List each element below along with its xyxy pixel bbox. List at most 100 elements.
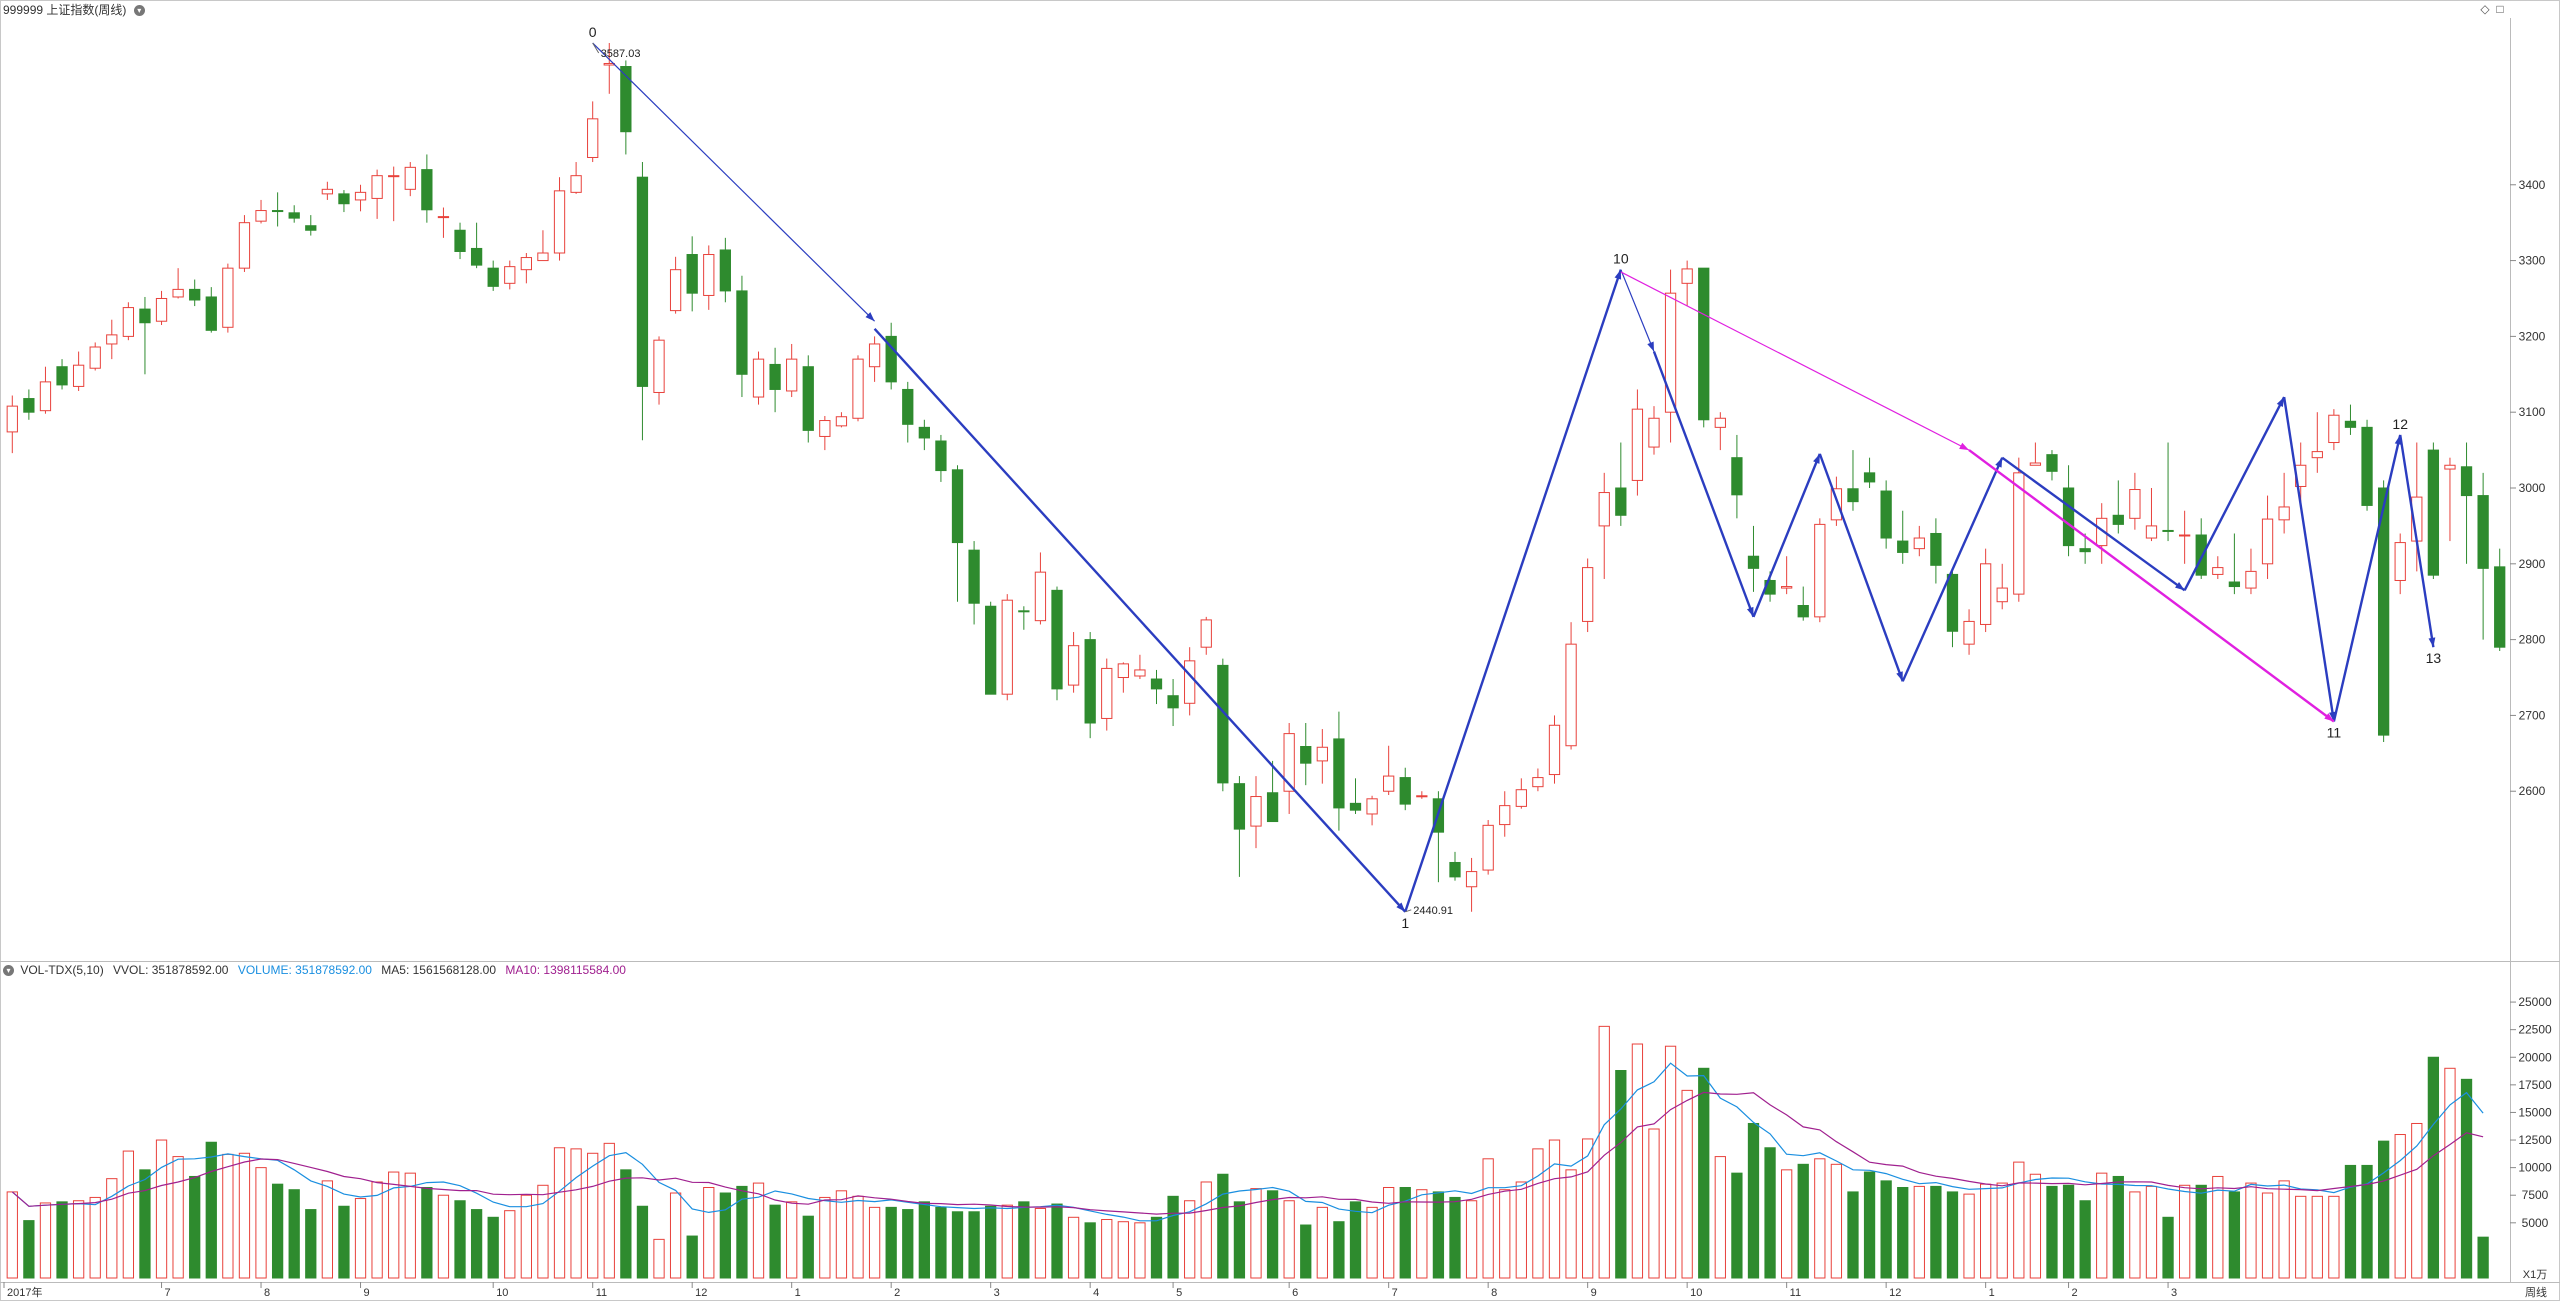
volume-bar <box>1714 1156 1726 1279</box>
volume-bar <box>835 1190 848 1279</box>
candle-body <box>2079 548 2091 553</box>
wave-arrowhead <box>1396 902 1406 912</box>
volume-bar <box>1167 1195 1179 1279</box>
collapse-toggle-icon[interactable]: ▾ <box>133 5 145 17</box>
volume-bar <box>1383 1186 1395 1279</box>
wave-line <box>2282 396 2336 722</box>
candle-body <box>1184 660 1196 704</box>
candle-body <box>1814 523 1826 618</box>
candle-body <box>1698 267 1710 421</box>
candle-body <box>802 366 814 431</box>
candle-body <box>23 398 35 413</box>
candle <box>1449 851 1461 881</box>
candle-body <box>421 169 433 211</box>
candle-body <box>56 366 68 386</box>
candle-body <box>686 254 698 294</box>
candle <box>537 230 549 262</box>
volume-bar <box>1747 1122 1760 1279</box>
candle <box>819 415 831 451</box>
volume-bar <box>2411 1122 2423 1279</box>
candle <box>935 434 947 482</box>
diamond-icon[interactable]: ◇ <box>2480 2 2490 16</box>
volume-bar <box>106 1178 118 1279</box>
candle <box>2062 465 2075 557</box>
volume-bar <box>2145 1185 2158 1279</box>
volume-bar <box>1465 1200 1478 1279</box>
volume-bar <box>122 1150 135 1279</box>
candle <box>1747 525 1760 592</box>
volume-bar <box>1416 1189 1428 1279</box>
volume-bar <box>620 1169 632 1279</box>
candle <box>620 60 632 155</box>
candle-body <box>786 358 798 392</box>
volume-bar <box>1648 1128 1660 1279</box>
candle-body <box>736 290 748 375</box>
candle <box>437 207 450 238</box>
volume-bar <box>935 1206 947 1279</box>
candle <box>1598 472 1610 579</box>
volume-tick-label: 25000 <box>2518 995 2552 1009</box>
volume-bar <box>553 1147 566 1279</box>
candle-body <box>1101 667 1113 719</box>
volume-bar <box>23 1220 35 1279</box>
candle <box>1681 260 1693 307</box>
candle-body <box>338 193 350 205</box>
volume-bar <box>885 1206 897 1279</box>
candle <box>338 190 350 213</box>
volume-bar <box>1615 1070 1627 1279</box>
candle-body <box>1018 610 1030 613</box>
candle-body <box>1615 487 1627 516</box>
candle-body <box>2046 454 2058 472</box>
price-tick-label: 3200 <box>2519 329 2546 343</box>
time-tick-label: 5 <box>1176 1287 1182 1299</box>
volume-bar <box>669 1192 682 1279</box>
volume-bar <box>222 1153 234 1279</box>
candle-body <box>2195 534 2207 576</box>
candle-body <box>1548 724 1561 776</box>
volume-bar <box>2427 1056 2440 1279</box>
candle-body <box>2311 451 2323 459</box>
volume-bar <box>2344 1164 2357 1279</box>
volume-bar <box>703 1186 715 1279</box>
candle <box>1233 776 1246 877</box>
volume-tick-label: 20000 <box>2518 1050 2552 1064</box>
candle <box>222 263 234 333</box>
candle-body <box>1648 417 1660 448</box>
volume-bar <box>354 1198 367 1279</box>
candle <box>1316 729 1328 784</box>
candle-body <box>2477 495 2489 569</box>
collapse-toggle-icon[interactable]: ▾ <box>3 965 14 977</box>
volume-bar <box>1863 1171 1876 1279</box>
candle <box>404 162 416 197</box>
candle-body <box>951 469 964 544</box>
candle-body <box>1880 490 1892 539</box>
volume-bar <box>1913 1185 1925 1279</box>
wave-label: 13 <box>2426 650 2442 666</box>
square-icon[interactable]: □ <box>2496 2 2504 16</box>
candle-body <box>1515 789 1527 807</box>
volume-bar <box>487 1216 499 1279</box>
ma10-line <box>11 1091 2484 1215</box>
volume-bar <box>2245 1182 2257 1279</box>
candle-body <box>2013 472 2025 595</box>
volume-bar <box>1781 1169 1793 1279</box>
candle <box>1034 552 1047 625</box>
candle-body <box>1963 620 1975 645</box>
candle <box>1399 767 1411 811</box>
candle-body <box>321 188 334 195</box>
volume-bar <box>1996 1182 2008 1279</box>
candle-body <box>2062 487 2075 547</box>
volume-bar <box>1084 1222 1096 1279</box>
volume-bar <box>736 1185 748 1279</box>
volume-bar <box>902 1209 914 1279</box>
candle <box>139 296 151 375</box>
candle-body <box>1366 798 1378 815</box>
candle-body <box>1582 567 1594 622</box>
candle <box>1184 647 1196 716</box>
candle <box>2261 495 2274 579</box>
candle-body <box>537 252 549 262</box>
candle-body <box>852 358 864 419</box>
volume-bar <box>2228 1191 2241 1279</box>
candle <box>985 601 997 695</box>
volume-bar <box>271 1183 284 1279</box>
